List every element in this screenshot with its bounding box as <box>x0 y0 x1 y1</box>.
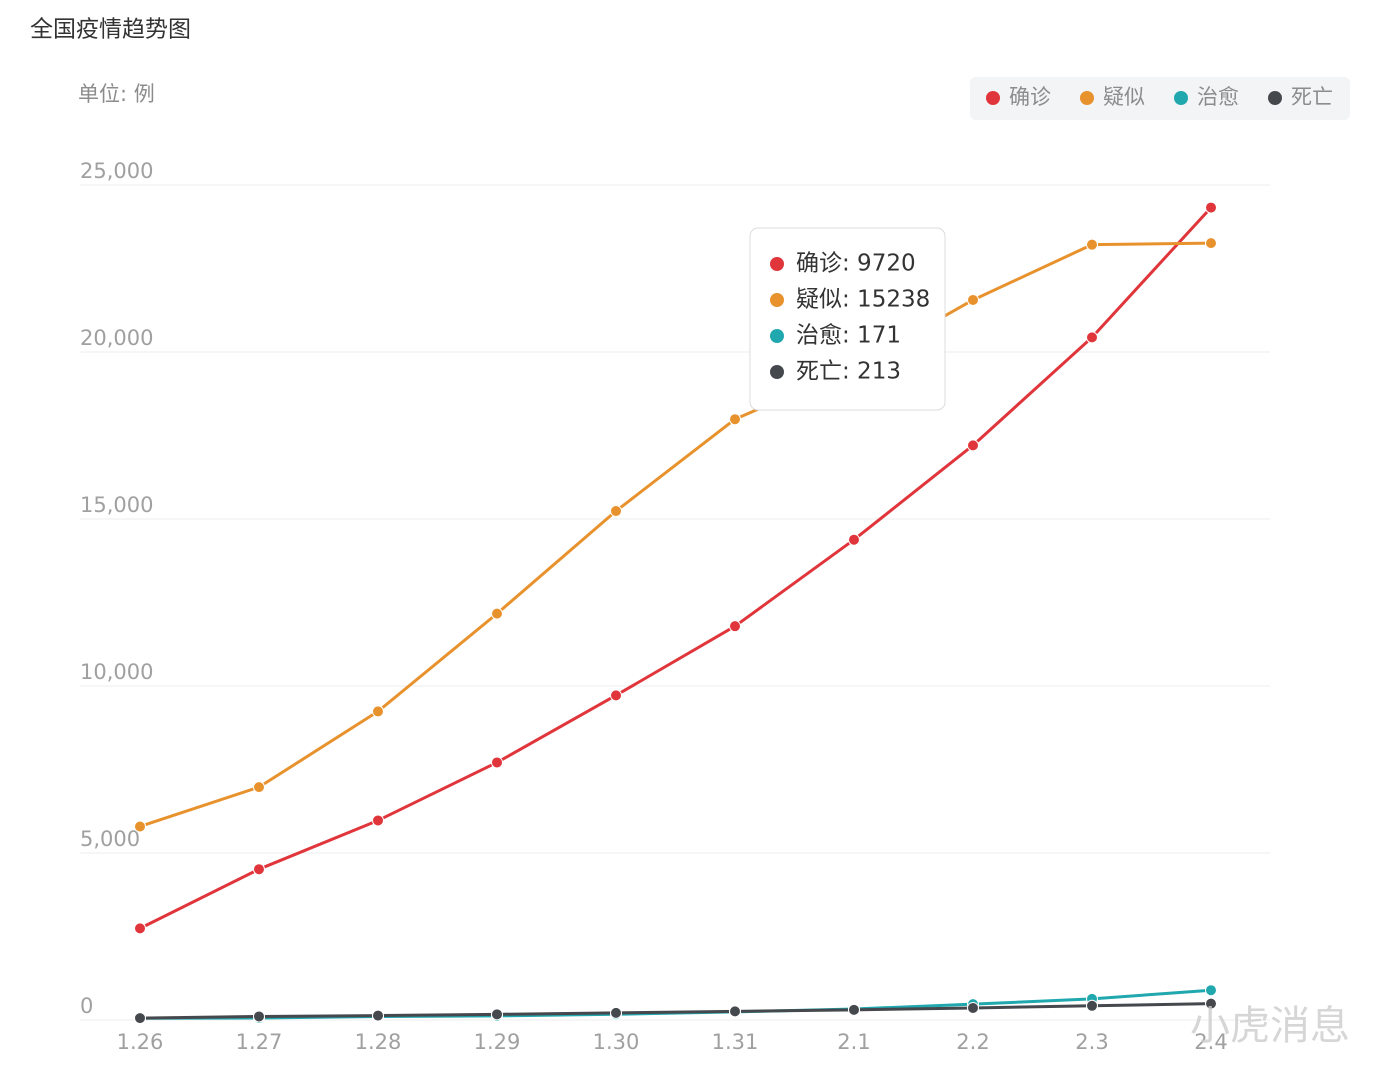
data-point <box>610 689 622 702</box>
legend-label: 确诊 <box>1009 85 1051 109</box>
data-point <box>253 781 265 794</box>
legend-label: 疑似 <box>1103 85 1145 109</box>
tooltip-marker <box>770 257 784 271</box>
legend-marker <box>1080 91 1094 105</box>
data-point <box>967 1001 979 1014</box>
tooltip-marker <box>770 329 784 343</box>
data-point <box>1205 201 1217 214</box>
series-line <box>139 988 1212 1020</box>
legend-marker <box>1174 91 1188 105</box>
series-line <box>139 1002 1212 1020</box>
legend-label: 死亡 <box>1291 85 1333 109</box>
data-point <box>1205 984 1217 997</box>
x-tick-label: 1.26 <box>117 1030 164 1054</box>
tooltip-label: 疑似: 15238 <box>796 287 930 313</box>
data-point <box>372 814 384 827</box>
data-point <box>491 756 503 769</box>
data-point <box>610 505 622 518</box>
tooltip-marker <box>770 293 784 307</box>
y-tick-label: 5,000 <box>80 827 140 851</box>
data-point <box>967 439 979 452</box>
x-tick-label: 2.2 <box>956 1030 989 1054</box>
x-tick-label: 2.3 <box>1075 1030 1108 1054</box>
legend-marker <box>986 91 1000 105</box>
tooltip <box>749 227 946 411</box>
data-point <box>729 413 741 426</box>
y-tick-label: 25,000 <box>80 159 153 183</box>
x-tick-label: 1.27 <box>236 1030 283 1054</box>
chart-title: 全国疫情趋势图 <box>30 17 191 43</box>
data-point <box>491 607 503 620</box>
data-point <box>134 1012 146 1025</box>
x-tick-label: 1.28 <box>355 1030 402 1054</box>
data-point <box>253 1010 265 1023</box>
data-point <box>372 705 384 718</box>
tooltip-label: 治愈: 171 <box>796 323 901 349</box>
y-tick-label: 10,000 <box>80 660 153 684</box>
tooltip-label: 确诊: 9720 <box>796 251 916 277</box>
data-point <box>848 1003 860 1016</box>
x-tick-label: 2.4 <box>1194 1030 1227 1054</box>
y-tick-label: 20,000 <box>80 326 153 350</box>
x-tick-label: 1.30 <box>593 1030 640 1054</box>
legend-box <box>970 77 1350 120</box>
data-point <box>1205 997 1217 1010</box>
data-point <box>491 1008 503 1021</box>
data-point <box>134 820 146 833</box>
legend-label: 治愈 <box>1197 85 1239 109</box>
x-tick-label: 1.31 <box>712 1030 759 1054</box>
data-point <box>729 620 741 633</box>
data-point <box>253 863 265 876</box>
data-point <box>134 922 146 935</box>
y-tick-label: 15,000 <box>80 493 153 517</box>
data-point <box>1086 999 1098 1012</box>
y-tick-label: 0 <box>80 994 93 1018</box>
data-point <box>848 533 860 546</box>
series-line <box>139 206 1213 930</box>
data-point <box>967 293 979 306</box>
data-point <box>372 1009 384 1022</box>
x-tick-label: 2.1 <box>837 1030 870 1054</box>
data-point <box>1086 238 1098 251</box>
data-point <box>1086 331 1098 344</box>
x-tick-label: 1.29 <box>474 1030 521 1054</box>
tooltip-label: 死亡: 213 <box>796 359 901 385</box>
tooltip-marker <box>770 365 784 379</box>
watermark: 小虎消息 <box>1190 1003 1350 1049</box>
series-line <box>139 241 1212 828</box>
legend-marker <box>1268 91 1282 105</box>
data-point <box>610 1006 622 1019</box>
data-point <box>1205 237 1217 250</box>
data-point <box>729 1005 741 1018</box>
y-axis-label: 单位: 例 <box>78 82 155 106</box>
